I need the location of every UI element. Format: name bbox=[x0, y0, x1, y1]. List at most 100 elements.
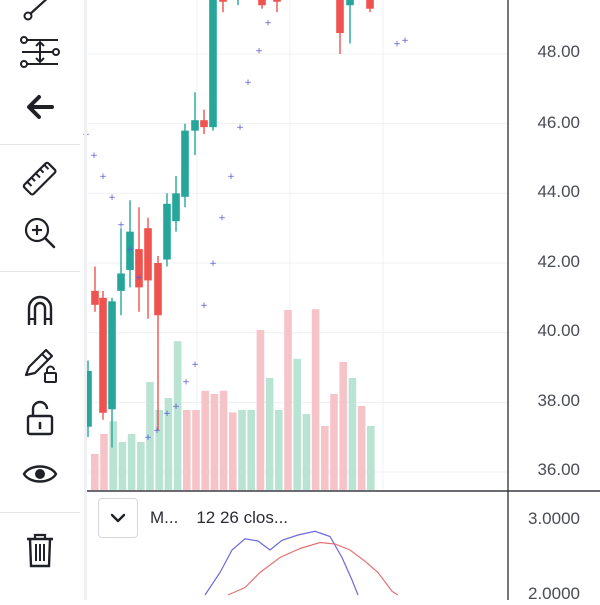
sar-point: + bbox=[218, 214, 226, 224]
visibility-button[interactable] bbox=[14, 451, 66, 497]
sar-point: + bbox=[393, 40, 401, 50]
candle-body bbox=[154, 263, 162, 316]
sar-point: + bbox=[126, 245, 134, 255]
indicator-params[interactable]: 12 26 clos... bbox=[196, 508, 289, 527]
sar-point: + bbox=[264, 19, 272, 29]
chevron-down-icon bbox=[110, 513, 126, 523]
sar-point: + bbox=[153, 426, 161, 436]
candle-body bbox=[181, 130, 189, 197]
back-button[interactable] bbox=[14, 84, 66, 130]
sar-point: + bbox=[163, 409, 171, 419]
back-arrow-icon bbox=[27, 95, 54, 119]
volume-bar bbox=[118, 442, 127, 490]
indicator-axis-label: 2.0000 bbox=[528, 584, 580, 603]
volume-bar bbox=[210, 394, 219, 490]
trash-icon bbox=[27, 533, 53, 568]
candle-body bbox=[117, 273, 125, 291]
volume-bar bbox=[311, 309, 320, 490]
legend-collapse-button[interactable] bbox=[98, 498, 138, 538]
fib-channel-tool-icon bbox=[20, 36, 60, 68]
sar-point: + bbox=[99, 172, 107, 182]
volume-bar bbox=[348, 378, 357, 490]
volume-bar bbox=[247, 410, 255, 490]
eye-icon bbox=[22, 465, 58, 483]
candle-body bbox=[366, 0, 374, 9]
volume-bar bbox=[229, 412, 237, 490]
candle-body bbox=[336, 0, 344, 34]
zoom-in-icon bbox=[24, 217, 56, 249]
volume-bar bbox=[146, 382, 154, 490]
candle-body bbox=[200, 120, 208, 128]
candle-body bbox=[135, 249, 143, 288]
price-axis-label: 48.00 bbox=[537, 42, 580, 61]
sar-point: + bbox=[236, 123, 244, 133]
volume-bar bbox=[100, 434, 108, 490]
volume-bar bbox=[256, 330, 265, 490]
magnet-button[interactable] bbox=[14, 287, 66, 333]
magnet-icon bbox=[27, 295, 53, 325]
sar-point: + bbox=[117, 221, 125, 231]
candle-body bbox=[191, 120, 199, 131]
volume-bar bbox=[109, 421, 117, 490]
trend-line-tool-icon bbox=[23, 0, 48, 21]
volume-bar bbox=[183, 410, 191, 490]
unlock-button[interactable] bbox=[14, 395, 66, 441]
volume-bar bbox=[293, 358, 301, 490]
fib-channel-tool-button[interactable] bbox=[14, 29, 66, 75]
indicator-legend: M... 12 26 clos... bbox=[98, 498, 288, 538]
indicator-axis-label: 3.0000 bbox=[528, 509, 580, 528]
candle-body bbox=[219, 0, 227, 2]
ruler-tool-button[interactable] bbox=[14, 156, 66, 202]
volume-bar bbox=[137, 442, 145, 490]
drawing-toolbar bbox=[0, 0, 80, 600]
trend-line-tool-button[interactable] bbox=[14, 0, 66, 28]
price-axis-label: 46.00 bbox=[537, 113, 580, 132]
zoom-in-button[interactable] bbox=[14, 210, 66, 256]
indicator-name[interactable]: M... bbox=[150, 508, 179, 527]
sar-point: + bbox=[255, 47, 263, 57]
volume-bar bbox=[284, 310, 292, 490]
candle-body bbox=[258, 0, 266, 6]
sar-point: + bbox=[90, 151, 98, 161]
sar-point: + bbox=[209, 259, 217, 269]
sar-point: + bbox=[135, 273, 143, 283]
sar-point: + bbox=[401, 36, 409, 46]
sar-point: + bbox=[244, 78, 252, 88]
lock-drawings-icon bbox=[24, 348, 57, 383]
sar-point: + bbox=[227, 172, 235, 182]
price-axis-label: 42.00 bbox=[537, 252, 580, 271]
volume-bar bbox=[330, 394, 338, 490]
volume-bar bbox=[155, 410, 163, 490]
candle-body bbox=[273, 0, 281, 2]
volume-bar bbox=[321, 426, 329, 490]
sar-point: + bbox=[172, 402, 180, 412]
volume-bar bbox=[367, 426, 375, 490]
volume-bar bbox=[238, 410, 246, 490]
ruler-icon bbox=[22, 161, 57, 196]
volume-bar bbox=[275, 410, 283, 490]
sar-point: + bbox=[191, 360, 199, 370]
volume-bar bbox=[219, 390, 228, 490]
volume-bar bbox=[201, 390, 209, 490]
candle-body bbox=[172, 193, 180, 222]
price-axis-label: 38.00 bbox=[537, 391, 580, 410]
remove-drawings-button[interactable] bbox=[14, 527, 66, 573]
volume-bar bbox=[339, 362, 347, 490]
signal-line bbox=[227, 541, 399, 596]
toolbar-divider bbox=[84, 0, 87, 600]
sar-point: + bbox=[200, 301, 208, 311]
candle-body bbox=[99, 297, 107, 413]
candle-body bbox=[346, 0, 354, 6]
candle-body bbox=[91, 290, 99, 305]
sar-point: + bbox=[144, 433, 152, 443]
candle-body bbox=[108, 301, 116, 410]
volume-bar bbox=[91, 454, 99, 490]
volume-bar bbox=[265, 378, 274, 490]
sar-point: + bbox=[182, 377, 190, 387]
price-axis-label: 36.00 bbox=[537, 460, 580, 479]
volume-bar bbox=[302, 414, 311, 490]
volume-bar bbox=[357, 406, 366, 490]
lock-drawings-button[interactable] bbox=[14, 342, 66, 388]
